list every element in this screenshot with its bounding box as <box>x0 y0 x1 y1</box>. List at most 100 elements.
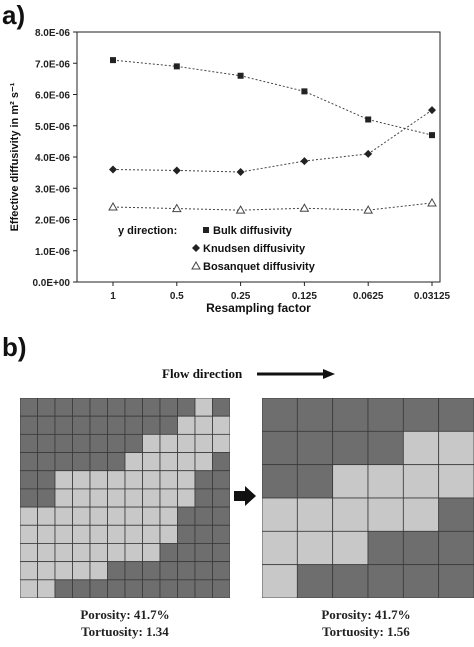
y-tick-label: 5.0E-06 <box>35 122 70 133</box>
pore-cell <box>89 470 108 490</box>
solid-cell <box>159 579 178 599</box>
solid-cell <box>212 543 231 563</box>
solid-cell <box>89 452 108 472</box>
solid-cell <box>54 397 73 417</box>
pore-cell <box>261 530 298 566</box>
pore-cell <box>72 524 91 544</box>
pore-cell <box>142 488 161 508</box>
solid-cell <box>438 530 474 566</box>
data-point-diamond <box>300 157 309 166</box>
x-tick-label: 0.25 <box>231 291 251 302</box>
panel-b-label: b) <box>2 332 27 362</box>
resample-arrow-icon <box>234 486 256 506</box>
pore-cell <box>124 506 143 526</box>
pore-cell <box>177 488 196 508</box>
solid-cell <box>37 452 56 472</box>
pore-cell <box>124 470 143 490</box>
pore-cell <box>142 433 161 453</box>
solid-cell <box>177 561 196 581</box>
pore-cell <box>159 433 178 453</box>
solid-cell <box>438 497 474 532</box>
solid-cell <box>194 524 213 544</box>
legend-label: Bosanquet diffusivity <box>203 261 316 273</box>
y-tick-label: 4.0E-06 <box>35 153 70 164</box>
data-point-square <box>365 116 372 123</box>
pore-cell <box>367 497 404 532</box>
solid-cell <box>367 530 404 566</box>
pore-cell <box>54 470 73 490</box>
pore-grid-resampled <box>261 397 474 599</box>
pore-cell <box>177 415 196 435</box>
solid-cell <box>72 579 91 599</box>
solid-cell <box>89 397 108 417</box>
pore-cell <box>89 488 108 508</box>
solid-cell <box>402 564 440 599</box>
solid-cell <box>159 543 178 563</box>
series-line-square <box>112 59 433 136</box>
pore-cell <box>177 470 196 490</box>
solid-cell <box>296 430 334 466</box>
solid-cell <box>72 397 91 417</box>
x-axis-label: Resampling factor <box>206 301 311 315</box>
solid-cell <box>177 524 196 544</box>
y-tick-label: 7.0E-06 <box>35 59 70 70</box>
pore-cell <box>72 488 91 508</box>
pore-cell <box>72 470 91 490</box>
pore-cell <box>89 561 108 581</box>
solid-cell <box>332 564 369 599</box>
solid-cell <box>159 397 178 417</box>
legend-marker-square <box>203 227 209 233</box>
solid-cell <box>261 430 298 466</box>
pore-cell <box>107 543 126 563</box>
solid-cell <box>19 415 38 435</box>
pore-cell <box>19 579 38 599</box>
data-point-square <box>237 72 244 79</box>
pore-cell <box>194 452 213 472</box>
solid-cell <box>89 415 108 435</box>
pore-cell <box>142 452 161 472</box>
solid-cell <box>19 470 38 490</box>
pore-cell <box>159 470 178 490</box>
pore-cell <box>159 488 178 508</box>
solid-cell <box>367 430 404 466</box>
pore-cell <box>107 488 126 508</box>
pore-cell <box>438 430 474 466</box>
pore-cell <box>37 579 56 599</box>
pore-cell <box>332 497 369 532</box>
pore-cell <box>159 452 178 472</box>
x-tick-label: 0.125 <box>292 291 317 302</box>
y-tick-label: 8.0E-06 <box>35 28 70 39</box>
legend-label: Knudsen diffusivity <box>203 243 306 255</box>
pore-cell <box>19 543 38 563</box>
pore-cell <box>54 543 73 563</box>
pore-cell <box>54 488 73 508</box>
pore-cell <box>402 464 440 499</box>
data-point-diamond <box>364 149 373 158</box>
pore-cell <box>107 506 126 526</box>
solid-cell <box>438 564 474 599</box>
pore-cell <box>177 452 196 472</box>
solid-cell <box>72 433 91 453</box>
pore-cell <box>332 464 369 499</box>
diffusivity-chart: 0.0E+00 1.0E-06 2.0E-06 3.0E-06 4.0E-06 5.0E-… <box>9 28 451 315</box>
solid-cell <box>296 564 334 599</box>
pore-cell <box>19 506 38 526</box>
pore-cell <box>124 488 143 508</box>
pore-cell <box>402 497 440 532</box>
solid-cell <box>438 397 474 432</box>
solid-cell <box>332 430 369 466</box>
solid-cell <box>194 579 213 599</box>
solid-cell <box>261 397 298 432</box>
solid-cell <box>72 452 91 472</box>
flow-direction-arrow-icon <box>257 369 335 379</box>
x-tick-label: 0.0625 <box>353 291 384 302</box>
tortuosity-resampled: Tortuosity: 1.56 <box>322 624 410 639</box>
pore-cell <box>332 530 369 566</box>
solid-cell <box>124 397 143 417</box>
solid-cell <box>124 415 143 435</box>
data-point-square <box>301 88 308 95</box>
solid-cell <box>54 579 73 599</box>
pore-cell <box>89 506 108 526</box>
solid-cell <box>212 397 231 417</box>
tortuosity-original: Tortuosity: 1.34 <box>81 624 169 639</box>
